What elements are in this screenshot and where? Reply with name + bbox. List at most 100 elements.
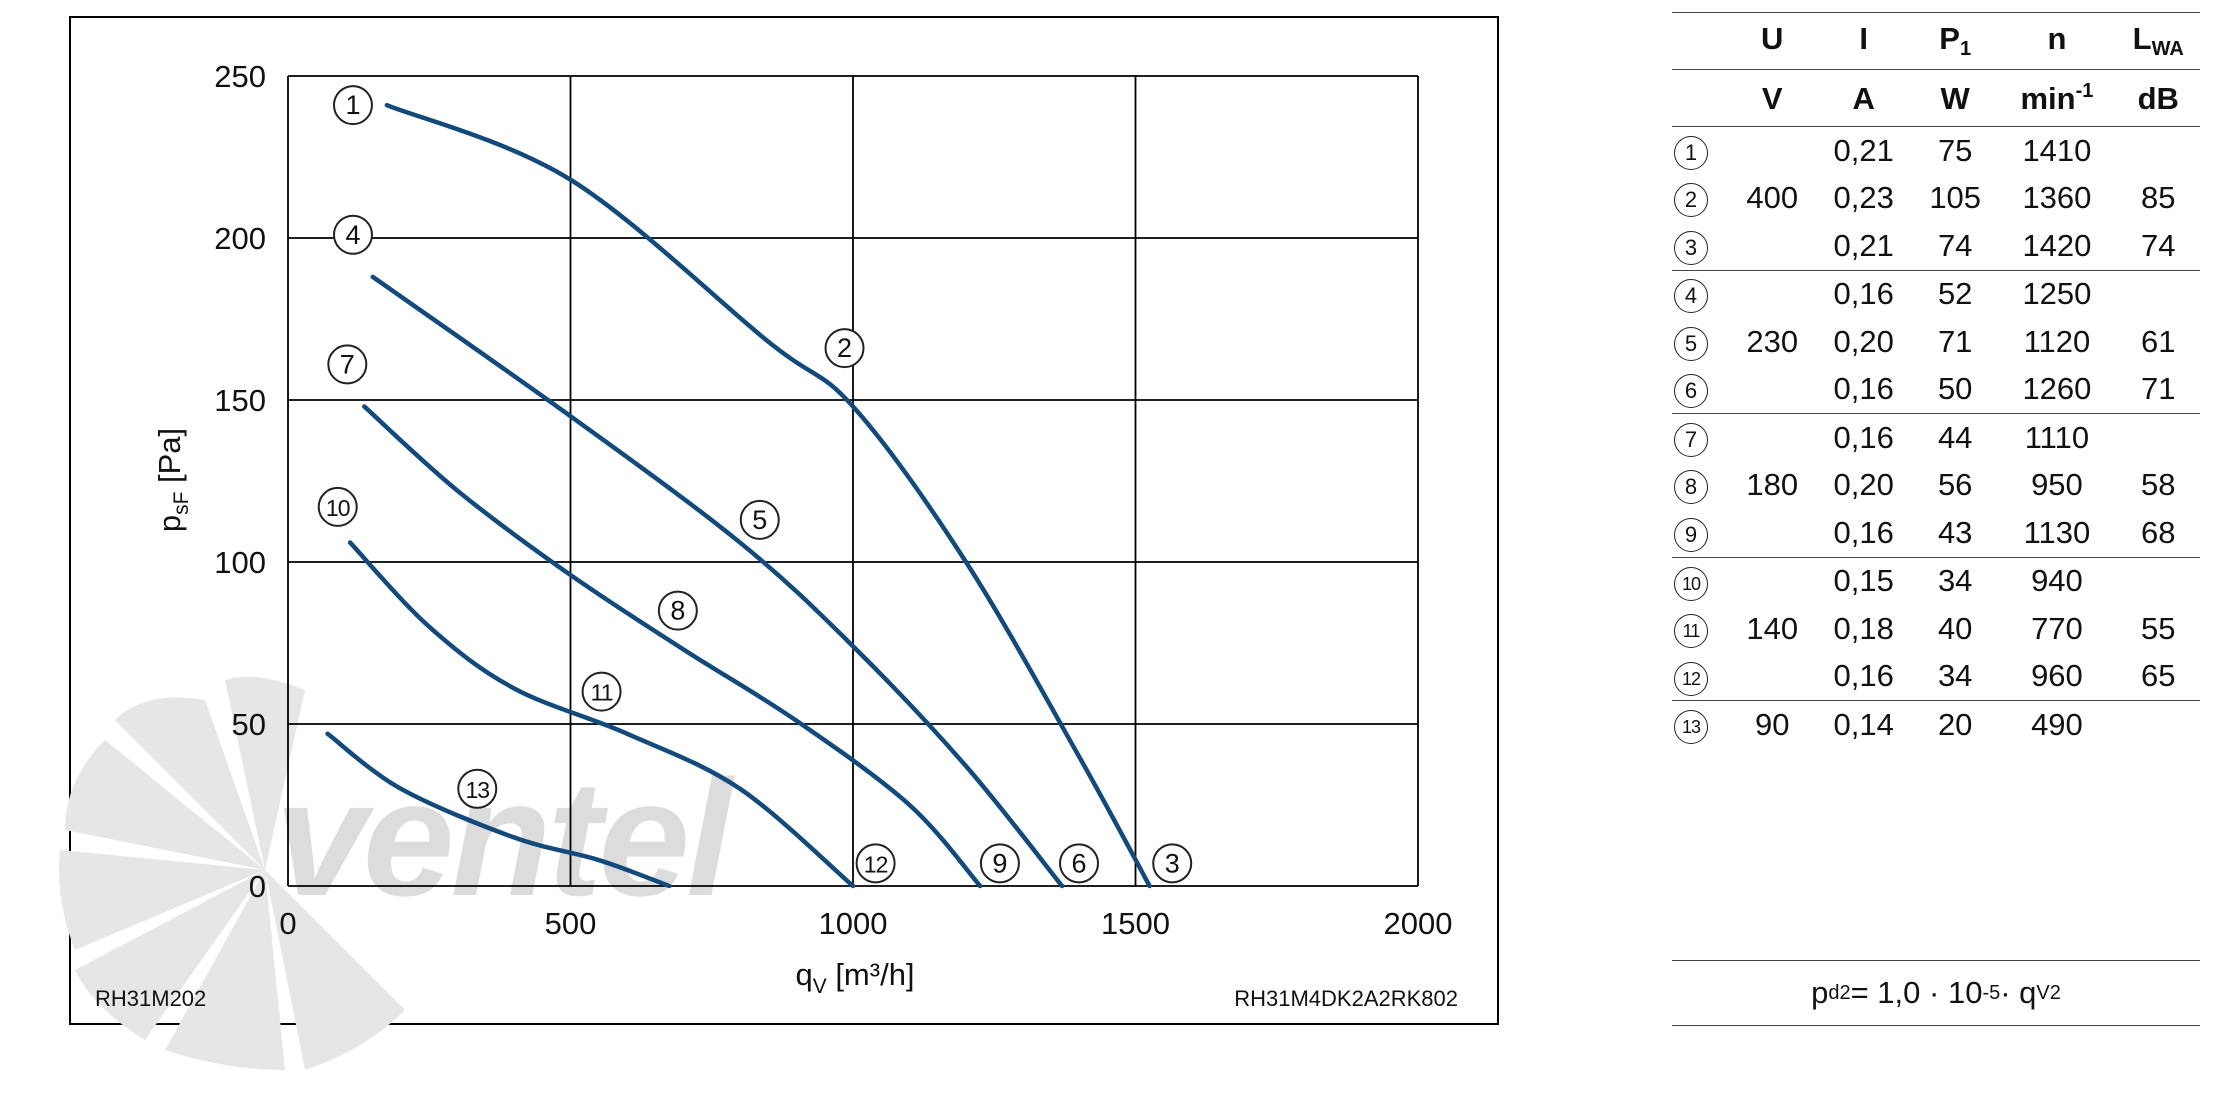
row-selector-badge: 8: [1674, 470, 1708, 505]
cell-n: 1120: [2023, 323, 2091, 359]
row-selector-badge: 11: [1674, 614, 1708, 649]
curve-marker-label: 13: [465, 777, 489, 803]
unit-n: min-1: [1997, 69, 2117, 127]
curve-marker-circle: [855, 843, 896, 884]
cell-I: 0,21: [1833, 132, 1894, 168]
row-selector-cell: 12: [1672, 652, 1730, 701]
header-I: I: [1814, 12, 1913, 70]
cell-L: 71: [2116, 365, 2200, 414]
cell-n: 490: [2031, 706, 2083, 742]
chart-frame: [69, 16, 1499, 1025]
curve-marker-label: 5: [752, 505, 767, 535]
row-selector-cell: 11: [1672, 605, 1730, 653]
curve-marker-circle: [739, 499, 780, 540]
cell-I: 0,21: [1814, 222, 1913, 271]
cell-I: 0,16: [1814, 509, 1913, 558]
curve-10-11-12: [347, 540, 856, 889]
row-selector-badge: 1: [1674, 135, 1708, 170]
cell-I: 0,16: [1814, 365, 1913, 414]
cell-I: 0,18: [1833, 610, 1894, 646]
y-tick-label-0: 0: [249, 869, 266, 904]
watermark-fan-logo: ventel: [59, 676, 739, 1070]
cell-U: 230: [1746, 323, 1799, 359]
cell-U: [1730, 365, 1815, 414]
cell-n: 960: [1997, 652, 2117, 701]
curve-marker-label: 7: [340, 349, 355, 379]
cell-L: [2116, 414, 2200, 462]
curve-marker-9: 9: [979, 843, 1020, 884]
row-selector-cell: 10: [1672, 557, 1730, 605]
cell-I: 0,20: [1833, 467, 1894, 503]
row-selector-cell: 5: [1672, 318, 1730, 366]
table-row: 10 0,15 34 940: [1672, 557, 2200, 605]
row-selector-cell: 8: [1672, 462, 1730, 510]
x-axis-title: qV [m³/h]: [795, 957, 914, 998]
curve-marker-12: 12: [855, 843, 896, 884]
row-selector-badge: 12: [1674, 661, 1708, 696]
cell-L: 85: [2140, 180, 2176, 216]
table-row: 4 0,16 52 1250: [1672, 270, 2200, 318]
cell-U: [1730, 222, 1815, 271]
curve-marker-circle: [581, 671, 622, 712]
curve-marker-label: 12: [864, 851, 888, 877]
curve-marker-circle: [979, 843, 1020, 884]
row-selector-badge: 9: [1674, 517, 1708, 552]
cell-I: 0,16: [1814, 652, 1913, 701]
row-selector-badge: 13: [1674, 710, 1708, 745]
curve-marker-label: 2: [837, 333, 852, 363]
header-n: n: [1997, 12, 2117, 70]
curve-marker-3: 3: [1152, 843, 1193, 884]
cell-L: 74: [2116, 222, 2200, 271]
table-row: 2 400 0,23 105 1360 85: [1672, 175, 2200, 223]
cell-P: 71: [1937, 323, 1973, 359]
cell-U: 180: [1746, 467, 1799, 503]
footnote-left: RH31M202: [95, 986, 206, 1011]
table-row: 12 0,16 34 960 65: [1672, 652, 2200, 701]
table-row: 1 0,21 75 1410: [1672, 127, 2200, 175]
cell-n: 1420: [1997, 222, 2117, 271]
curve-marker-6: 6: [1059, 843, 1099, 884]
curve-marker-circle: [657, 590, 698, 631]
spec-table: U I P1 n LWA V A W min-1 dB 1 0,21 75 1410 2…: [1672, 12, 2200, 749]
curve-marker-label: 8: [670, 596, 685, 626]
cell-n: 1130: [1997, 509, 2117, 558]
table-body: 1 0,21 75 1410 2 400 0,23 105 1360 85 3 0,21 74 1420 7…: [1672, 127, 2200, 749]
cell-L: 61: [2140, 323, 2176, 359]
curve-marker-circle: [332, 85, 373, 126]
curve-7-8-9: [362, 404, 983, 889]
cell-n: 770: [2031, 610, 2083, 646]
table-row: 3 0,21 74 1420 74: [1672, 222, 2200, 271]
cell-L: 55: [2140, 610, 2176, 646]
cell-I: 0,14: [1833, 706, 1894, 742]
curve-marker-label: 3: [1165, 848, 1180, 878]
y-tick-label-2: 100: [214, 545, 266, 580]
y-tick-label-4: 200: [214, 221, 266, 256]
row-selector-cell: 7: [1672, 414, 1730, 462]
curve-marker-label: 4: [345, 220, 360, 250]
y-tick-label-3: 150: [214, 383, 266, 418]
cell-I: 0,15: [1833, 563, 1894, 599]
cell-P: 105: [1929, 180, 1982, 216]
curve-1-2-3: [384, 102, 1152, 889]
cell-U: [1730, 557, 1814, 605]
performance-chart: ventel 0 50 100 150 200 250 0 500 1000 1500 2000 …: [59, 16, 1499, 1070]
curve-marker-circle: [327, 344, 368, 385]
curve-marker-8: 8: [657, 590, 698, 631]
header-LWA: LWA: [2116, 12, 2200, 70]
curve-marker-7: 7: [327, 344, 368, 385]
cell-L: [2116, 127, 2200, 175]
curve-marker-circle: [317, 486, 358, 527]
curve-marker-label: 6: [1071, 848, 1086, 878]
cell-n: 950: [2031, 467, 2083, 503]
cell-n: 1360: [2022, 180, 2092, 216]
cell-P: 34: [1912, 652, 1998, 701]
cell-P: 74: [1912, 222, 1998, 271]
cell-U: [1730, 652, 1815, 701]
row-selector-badge: 3: [1674, 230, 1708, 265]
curve-marker-label: 9: [992, 848, 1007, 878]
cell-P: 52: [1937, 276, 1973, 312]
x-tick-label-3: 1500: [1101, 906, 1170, 941]
row-selector-badge: 4: [1674, 279, 1708, 314]
cell-P: 20: [1937, 706, 1973, 742]
header-U: U: [1730, 12, 1815, 70]
